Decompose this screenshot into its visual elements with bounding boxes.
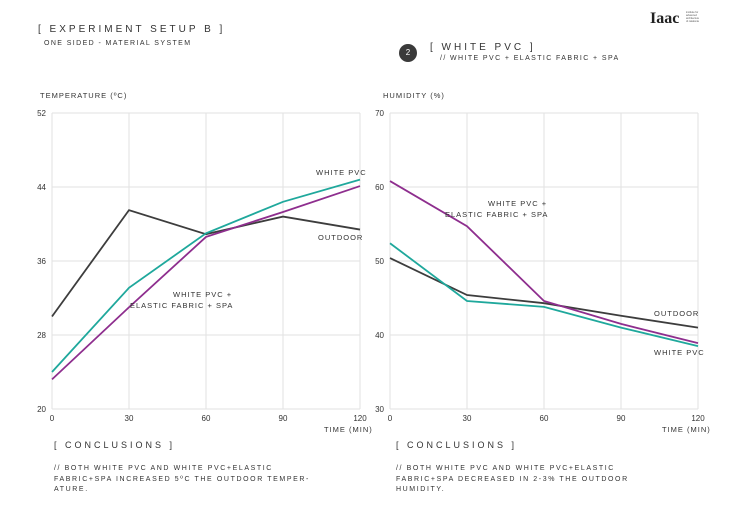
temp-series-white-pvc-spa <box>51 185 361 381</box>
hum-x-tick-label: 90 <box>617 414 626 423</box>
page-subtitle: ONE SIDED - MATERIAL SYSTEM <box>44 40 192 47</box>
hum-x-axis-label: TIME (MIN) <box>662 425 711 434</box>
temp-x-axis-label: TIME (MIN) <box>324 425 373 434</box>
temp-y-tick-label: 44 <box>37 183 46 192</box>
iaac-logo: Iaac <box>650 10 680 27</box>
step-badge: 2 <box>399 44 417 62</box>
conclusions-title-temp: [ CONCLUSIONS ] <box>54 440 176 450</box>
page-title: [ EXPERIMENT SETUP B ] <box>38 24 226 35</box>
hum-y-tick-label: 30 <box>375 405 384 414</box>
hum-x-tick-label: 120 <box>691 414 705 423</box>
temp-label-outdoor: OUTDOOR <box>318 233 364 242</box>
humidity-chart-title: HUMIDITY (%) <box>383 91 445 100</box>
hum-y-tick-label: 50 <box>375 257 384 266</box>
hum-x-tick-label: 60 <box>540 414 549 423</box>
section-subtitle: // WHITE PVC + ELASTIC FABRIC + SPA <box>440 55 620 62</box>
temp-label-white-pvc: WHITE PVC <box>316 168 367 177</box>
temp-x-tick-label: 90 <box>279 414 288 423</box>
temp-x-tick-label: 0 <box>50 414 55 423</box>
conclusions-text-temp: // BOTH WHITE PVC AND WHITE PVC+ELASTIC … <box>54 465 310 493</box>
hum-x-tick-label: 30 <box>463 414 472 423</box>
hum-label-white-pvc: WHITE PVC <box>654 348 705 357</box>
temp-x-tick-label: 120 <box>353 414 367 423</box>
temp-y-tick-label: 28 <box>37 331 46 340</box>
hum-series-white-pvc <box>389 242 699 347</box>
conclusions-text-humidity: // BOTH WHITE PVC AND WHITE PVC+ELASTIC … <box>396 465 629 493</box>
hum-y-tick-label: 60 <box>375 183 384 192</box>
temp-x-tick-label: 30 <box>125 414 134 423</box>
temp-y-tick-label: 52 <box>37 109 46 118</box>
temp-label-spa-2: ELASTIC FABRIC + SPA <box>130 301 234 310</box>
temp-y-tick-label: 36 <box>37 257 46 266</box>
temp-series-white-pvc <box>51 178 361 373</box>
hum-x-tick-label: 0 <box>388 414 393 423</box>
temp-y-tick-label: 20 <box>37 405 46 414</box>
hum-label-spa-1: WHITE PVC + <box>488 199 548 208</box>
hum-y-tick-label: 70 <box>375 109 384 118</box>
temp-x-tick-label: 60 <box>202 414 211 423</box>
temp-label-spa-1: WHITE PVC + <box>173 290 233 299</box>
conclusions-title-humidity: [ CONCLUSIONS ] <box>396 440 518 450</box>
section-title: [ WHITE PVC ] <box>430 42 536 53</box>
hum-series-white-pvc-spa <box>389 180 699 345</box>
hum-y-tick-label: 40 <box>375 331 384 340</box>
temperature-chart-title: TEMPERATURE (ºC) <box>40 91 128 100</box>
hum-label-outdoor: OUTDOOR <box>654 309 700 318</box>
hum-label-spa-2: ELASTIC FABRIC + SPA <box>445 210 549 219</box>
iaac-logo-subtext: institute for advanced architecture of c… <box>686 11 700 23</box>
